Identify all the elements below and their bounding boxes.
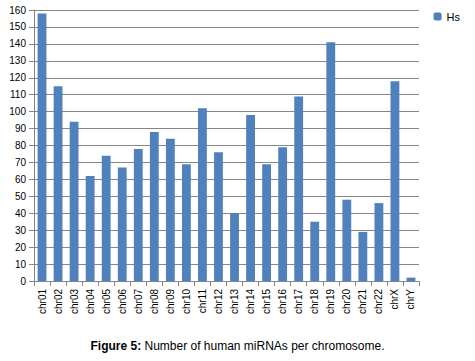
svg-text:chr12: chr12 [213, 289, 224, 314]
svg-text:80: 80 [15, 140, 27, 151]
svg-text:chr06: chr06 [117, 289, 128, 314]
svg-text:chrX: chrX [389, 289, 400, 310]
svg-text:chr21: chr21 [357, 289, 368, 314]
svg-text:chr07: chr07 [133, 289, 144, 314]
svg-text:60: 60 [15, 174, 27, 185]
svg-text:30: 30 [15, 225, 27, 236]
svg-text:Number of human miRNAs per chr: Number of human miRNAs per chromosome. [141, 339, 384, 353]
svg-text:150: 150 [9, 21, 26, 32]
svg-text:chr22: chr22 [373, 289, 384, 314]
svg-text:chr17: chr17 [293, 289, 304, 314]
svg-text:chr08: chr08 [149, 289, 160, 314]
svg-text:120: 120 [9, 72, 26, 83]
svg-text:50: 50 [15, 191, 27, 202]
svg-text:chr04: chr04 [85, 289, 96, 314]
svg-text:chr18: chr18 [309, 289, 320, 314]
svg-text:chr13: chr13 [229, 289, 240, 314]
svg-text:chr10: chr10 [181, 289, 192, 314]
svg-text:chr05: chr05 [101, 289, 112, 314]
svg-text:chr01: chr01 [37, 289, 48, 314]
svg-text:chr15: chr15 [261, 289, 272, 314]
svg-text:130: 130 [9, 55, 26, 66]
svg-text:chr02: chr02 [53, 289, 64, 314]
svg-text:Hs: Hs [447, 11, 461, 23]
svg-text:10: 10 [15, 259, 27, 270]
svg-text:0: 0 [20, 276, 26, 287]
svg-text:chr14: chr14 [245, 289, 256, 314]
svg-text:110: 110 [10, 89, 26, 100]
svg-text:chr03: chr03 [69, 289, 80, 314]
svg-text:160: 160 [9, 5, 26, 16]
svg-text:chr20: chr20 [341, 289, 352, 314]
svg-text:chr11: chr11 [197, 289, 208, 314]
svg-text:Figure 5:: Figure 5: [90, 339, 141, 353]
svg-text:20: 20 [15, 242, 27, 253]
svg-text:40: 40 [15, 208, 27, 219]
svg-text:chr16: chr16 [277, 289, 288, 314]
svg-text:70: 70 [15, 157, 27, 168]
svg-text:100: 100 [9, 106, 26, 117]
svg-text:chr19: chr19 [325, 289, 336, 314]
svg-text:chrY: chrY [405, 289, 416, 310]
svg-text:90: 90 [15, 123, 27, 134]
svg-text:140: 140 [9, 38, 26, 49]
svg-text:chr09: chr09 [165, 289, 176, 314]
